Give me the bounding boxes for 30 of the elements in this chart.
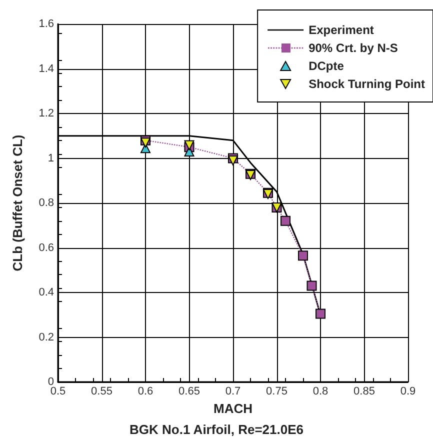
y-tick-label: 1 (48, 152, 54, 164)
x-tick-label: 0.65 (178, 386, 200, 398)
x-axis-title: MACH (214, 400, 252, 416)
y-axis-title: CLb (Buffet Onset CL) (10, 134, 25, 272)
text: BGK No.1 Airfoil, Re=21.0E6 (130, 422, 304, 437)
x-tick-label: 0.5 (50, 386, 66, 398)
y-tick-label: 1.6 (38, 18, 54, 30)
y-tick-label: 1.2 (38, 108, 54, 120)
legend-label: Experiment (308, 23, 374, 37)
y-tick-label: 0 (48, 376, 54, 388)
point (316, 308, 326, 319)
point (140, 138, 150, 148)
y-tick-label: 0.6 (38, 242, 54, 254)
x-tick-label: 0.7 (225, 386, 241, 398)
point (280, 216, 290, 226)
legend-label: Shock Turning Point (308, 77, 426, 91)
x-tick-label: 0.6 (138, 386, 154, 398)
x-tick-label: 0.55 (91, 386, 112, 398)
point (298, 250, 308, 261)
y-tick-label: 1.4 (38, 62, 54, 75)
legend-label: DCpte (308, 59, 344, 73)
y-tick-label: 0.8 (38, 197, 54, 209)
x-tick-label: 0.8 (312, 386, 328, 398)
x-tick-label: 0.9 (400, 386, 416, 398)
y-tick-label: 0.4 (38, 286, 54, 298)
legend-label: 90% Crt. by N-S (308, 41, 398, 55)
x-tick-label: 0.85 (354, 386, 375, 398)
x-tick-label: 0.75 (266, 386, 288, 398)
y-tick-label: 0.2 (38, 331, 54, 344)
point (306, 280, 317, 291)
